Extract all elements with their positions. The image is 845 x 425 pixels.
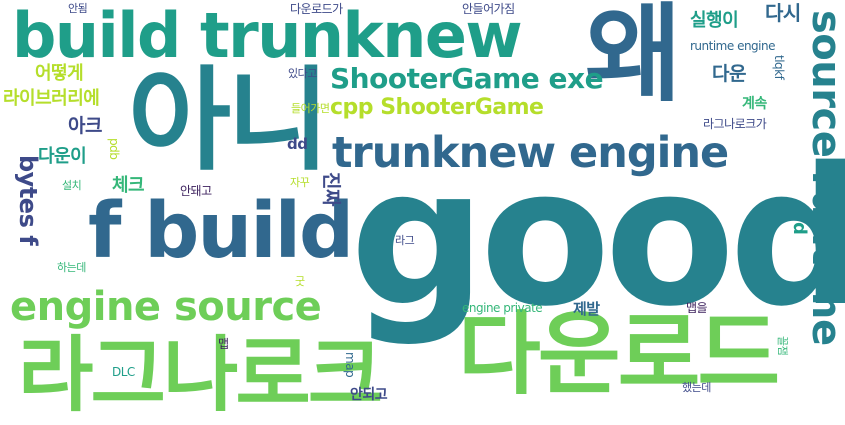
word-silhaengi: 실행이 — [690, 10, 739, 31]
word-laganaroke-big: 라그나로크 — [18, 328, 383, 423]
word-dd: dd — [287, 135, 308, 153]
word-tlqkf: tlqkf — [772, 55, 786, 80]
word-arc: 아크 — [68, 115, 102, 137]
word-down: 다운 — [712, 63, 746, 85]
word-haetneunde: 했는데 — [682, 381, 711, 394]
word-download-big: 다운로드 — [458, 302, 780, 407]
word-eotteoke: 어떻게 — [35, 63, 84, 84]
word-itdago: 있다고 — [288, 67, 317, 80]
word-haneunde: 하는데 — [57, 261, 86, 274]
word-andoego2: 안되고 — [350, 387, 388, 403]
word-gut: 굿 — [295, 275, 305, 288]
word-dasi: 다시 — [765, 1, 801, 25]
word-jinjja: 진짜 — [320, 172, 342, 206]
word-runtime-engine: runtime engine — [690, 39, 776, 53]
word-shootergame-exe: ShooterGame exe — [330, 62, 604, 95]
word-map-kr: 맵 — [218, 337, 229, 351]
word-map-eul: 맵을 — [686, 301, 708, 315]
word-check: 체크 — [112, 175, 145, 196]
word-source-runtime: source runtime — [803, 10, 845, 346]
word-jebal: 제발 — [573, 300, 600, 318]
word-deuleogamyeon: 들어가면 — [291, 102, 330, 115]
word-bytes-f: bytes f — [14, 155, 42, 246]
word-install: 설치 — [62, 179, 82, 192]
word-engine-private: engine private — [462, 301, 543, 315]
word-wae: 왜 — [585, 0, 683, 116]
word-antim: 안됨 — [68, 2, 88, 15]
word-build-trunknew: build trunknew — [12, 0, 523, 72]
word-download-ga: 다운로드가 — [290, 2, 343, 16]
word-pdb: pdb — [107, 138, 121, 160]
word-trunknew-engine: trunknew engine — [332, 128, 729, 178]
word-f-build: f build — [88, 187, 354, 276]
word-down-i: 다운이 — [38, 146, 87, 167]
word-deuleogajim: 안들어가짐 — [462, 2, 515, 16]
word-map-en: map — [343, 352, 357, 378]
word-engine-source: engine source — [10, 284, 322, 330]
word-kkoljaeng: 꼴잼 — [776, 336, 789, 356]
word-laganaroke-small: 라그나로크가 — [703, 117, 767, 131]
word-dlc: DLC — [112, 365, 135, 379]
word-good: good — [350, 127, 845, 348]
word-jakku: 자꾸 — [290, 176, 310, 189]
word-ahni: 아니 — [128, 56, 330, 186]
word-lag: 라그 — [395, 234, 415, 247]
word-andoego: 안돼고 — [180, 184, 212, 198]
word-cpp-shootergame: cpp ShooterGame — [330, 95, 544, 120]
word-gyesok: 계속 — [742, 96, 767, 112]
word-library: 라이브러리에 — [3, 88, 100, 109]
word-d: d — [789, 222, 810, 235]
